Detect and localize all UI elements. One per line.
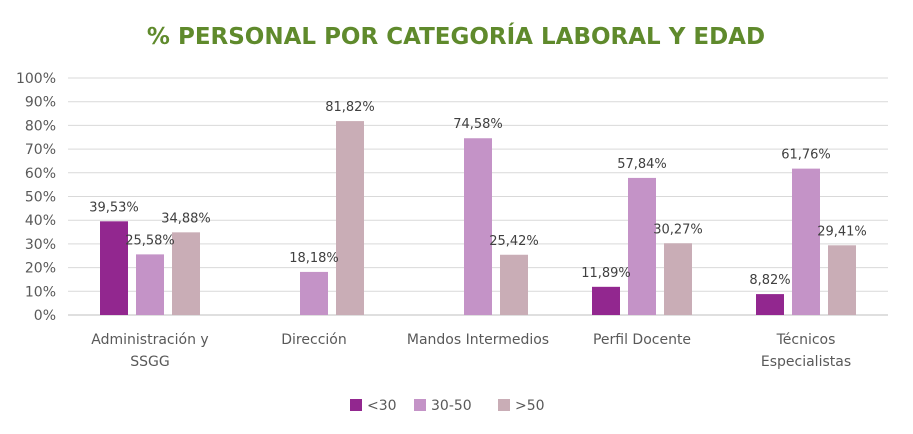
y-tick-label: 100% xyxy=(16,71,56,87)
data-label: 11,89% xyxy=(581,266,631,281)
x-category-label-line: Dirección xyxy=(281,332,346,348)
data-label: 74,58% xyxy=(453,117,503,132)
data-label: 39,53% xyxy=(89,200,139,215)
legend-label: >50 xyxy=(515,398,545,414)
data-label: 30,27% xyxy=(653,222,703,237)
legend-label: <30 xyxy=(367,398,397,414)
data-label: 81,82% xyxy=(325,100,375,115)
bar xyxy=(828,245,856,315)
bar xyxy=(756,294,784,315)
x-category-label: Técnicos Especialistas xyxy=(761,332,851,370)
data-label: 8,82% xyxy=(749,273,790,288)
bar xyxy=(300,271,328,315)
y-tick-label: 20% xyxy=(25,261,56,277)
x-category-label-line: SSGG xyxy=(130,354,169,370)
data-label: 18,18% xyxy=(289,251,339,266)
data-label: 29,41% xyxy=(817,224,867,239)
bar xyxy=(500,254,528,315)
y-tick-label: 40% xyxy=(25,213,56,229)
data-label: 57,84% xyxy=(617,157,667,172)
data-label: 25,42% xyxy=(489,234,539,249)
y-tick-label: 80% xyxy=(25,118,56,134)
bar xyxy=(464,138,492,315)
x-category-label-line: Técnicos xyxy=(776,332,836,348)
legend: <30 30-50 >50 xyxy=(350,398,545,414)
bar xyxy=(592,286,620,315)
x-category-label-line: Mandos Intermedios xyxy=(407,332,549,348)
y-tick-label: 90% xyxy=(25,95,56,111)
x-category-label-line: Especialistas xyxy=(761,354,851,370)
y-tick-label: 50% xyxy=(25,190,56,206)
legend-label: 30-50 xyxy=(431,398,472,414)
legend-swatch xyxy=(414,399,426,411)
legend-swatch xyxy=(350,399,362,411)
y-tick-label: 70% xyxy=(25,142,56,158)
data-labels: 39,53% 25,58% 34,88% 18,18% 81,82% 74,58% 25,4… xyxy=(89,100,867,288)
x-category-label: Perfil Docente xyxy=(593,332,691,348)
bar xyxy=(664,243,692,315)
data-label: 34,88% xyxy=(161,211,211,226)
bar xyxy=(100,221,128,315)
x-category-label: Mandos Intermedios xyxy=(407,332,549,348)
data-label: 25,58% xyxy=(125,233,175,248)
bar xyxy=(336,121,364,315)
x-category-label-line: Administración y xyxy=(91,332,208,348)
y-tick-label: 30% xyxy=(25,237,56,253)
data-label: 61,76% xyxy=(781,148,831,163)
x-category-label: Dirección xyxy=(281,332,346,348)
chart-title: % PERSONAL POR CATEGORÍA LABORAL Y EDAD xyxy=(147,22,765,50)
x-category-label-line: Perfil Docente xyxy=(593,332,691,348)
bar xyxy=(136,254,164,315)
bar xyxy=(628,177,656,315)
bars xyxy=(100,121,856,315)
legend-swatch xyxy=(498,399,510,411)
y-tick-label: 0% xyxy=(34,308,56,324)
bar xyxy=(792,168,820,315)
x-category-label: Administración y SSGG xyxy=(91,332,208,370)
y-axis: 0% 10% 20% 30% 40% 50% 60% 70% 80% 90% 100% xyxy=(16,71,56,324)
y-tick-label: 10% xyxy=(25,284,56,300)
bar xyxy=(172,232,200,315)
y-tick-label: 60% xyxy=(25,166,56,182)
x-axis: Administración y SSGG Dirección Mandos Inte… xyxy=(91,332,851,370)
